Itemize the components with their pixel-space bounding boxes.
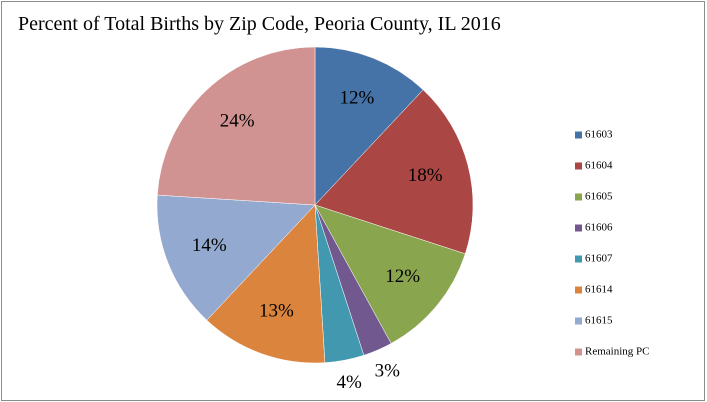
pie-slice bbox=[206, 204, 326, 364]
legend-swatch bbox=[575, 162, 582, 170]
data-label: 12% bbox=[385, 266, 420, 287]
legend-swatch bbox=[575, 131, 582, 139]
legend-label: 61614 bbox=[585, 284, 613, 296]
chart-title: Percent of Total Births by Zip Code, Peo… bbox=[18, 13, 501, 35]
data-label: 14% bbox=[192, 235, 227, 256]
pie-slice bbox=[157, 46, 316, 206]
data-label: 12% bbox=[339, 88, 374, 109]
data-label: 3% bbox=[375, 360, 401, 381]
legend-label: Remaining PC bbox=[585, 346, 649, 358]
legend-swatch bbox=[575, 224, 582, 232]
legend-label: 61606 bbox=[585, 222, 613, 234]
legend-swatch bbox=[575, 348, 582, 356]
data-label: 18% bbox=[408, 165, 443, 186]
legend-swatch bbox=[575, 255, 582, 263]
legend-label: 61605 bbox=[585, 191, 613, 203]
pie-slice bbox=[156, 194, 316, 321]
data-label: 24% bbox=[220, 110, 255, 131]
legend-label: 61603 bbox=[585, 129, 613, 141]
legend-label: 61607 bbox=[585, 253, 613, 265]
data-label: 4% bbox=[336, 372, 362, 393]
legend-label: 61615 bbox=[585, 315, 613, 327]
pie-slice bbox=[314, 89, 474, 255]
data-label: 13% bbox=[259, 300, 294, 321]
pie-slice bbox=[314, 204, 466, 344]
legend-swatch bbox=[575, 193, 582, 201]
pie-slice bbox=[314, 46, 424, 206]
legend-swatch bbox=[575, 286, 582, 294]
legend-swatch bbox=[575, 317, 582, 325]
legend-label: 61604 bbox=[585, 160, 613, 172]
